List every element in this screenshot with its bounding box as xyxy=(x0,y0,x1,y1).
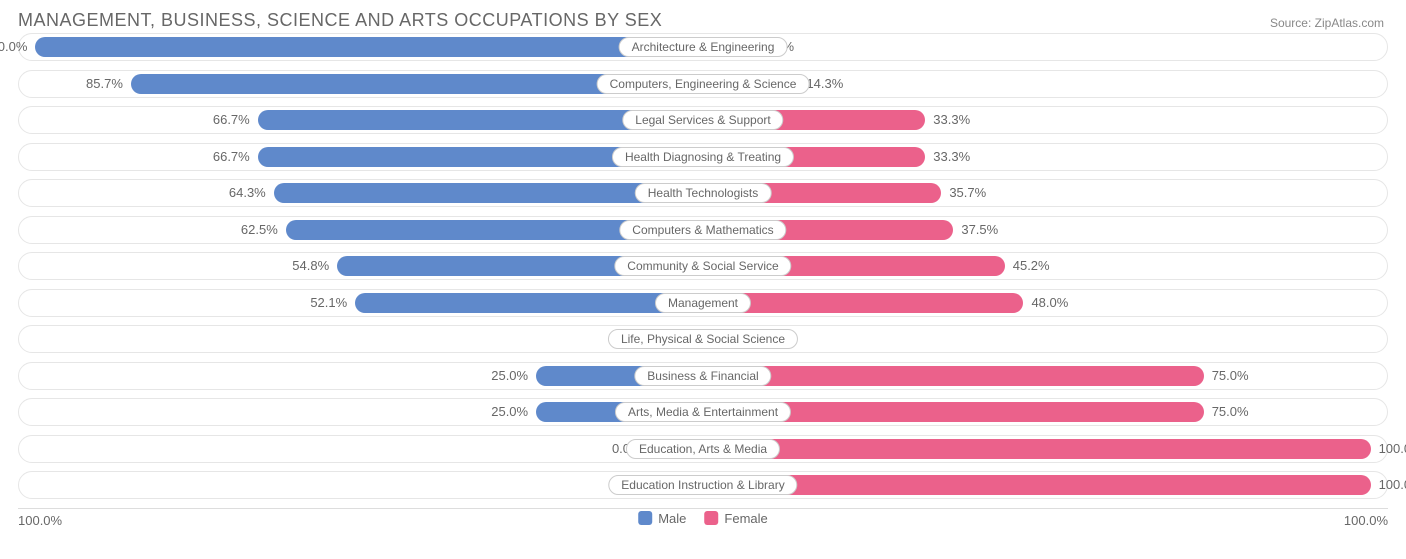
chart-row: 66.7% 33.3% Legal Services & Support xyxy=(18,106,1388,134)
category-pill: Management xyxy=(655,293,751,313)
female-value-label: 100.0% xyxy=(1379,472,1406,500)
category-pill: Community & Social Service xyxy=(614,256,791,276)
chart-row: 62.5% 37.5% Computers & Mathematics xyxy=(18,216,1388,244)
source-label: Source: ZipAtlas.com xyxy=(1270,16,1384,30)
axis-right-label: 100.0% xyxy=(1344,513,1388,528)
chart-row: 52.1% 48.0% Management xyxy=(18,289,1388,317)
category-pill: Business & Financial xyxy=(634,366,771,386)
category-pill: Health Technologists xyxy=(635,183,772,203)
chart-row: 0.0%100.0%Education Instruction & Librar… xyxy=(18,471,1388,499)
female-value-label: 48.0% xyxy=(1031,290,1068,318)
chart-container: MANAGEMENT, BUSINESS, SCIENCE AND ARTS O… xyxy=(0,0,1406,559)
legend-item-female: Female xyxy=(704,511,767,526)
female-value-label: 37.5% xyxy=(961,217,998,245)
female-bar xyxy=(703,293,1023,313)
male-value-label: 25.0% xyxy=(491,363,528,391)
category-pill: Architecture & Engineering xyxy=(619,37,788,57)
category-pill: Life, Physical & Social Science xyxy=(608,329,798,349)
chart-row: 85.7% 14.3%Computers, Engineering & Scien… xyxy=(18,70,1388,98)
chart-row: 54.8% 45.2% Community & Social Service xyxy=(18,252,1388,280)
female-bar xyxy=(703,439,1371,459)
male-value-label: 66.7% xyxy=(213,107,250,135)
female-value-label: 35.7% xyxy=(949,180,986,208)
female-value-label: 33.3% xyxy=(933,144,970,172)
axis-labels: 100.0% 100.0% Male Female xyxy=(18,509,1388,529)
chart-title: MANAGEMENT, BUSINESS, SCIENCE AND ARTS O… xyxy=(18,10,1388,31)
chart-row: 66.7% 33.3% Health Diagnosing & Treating xyxy=(18,143,1388,171)
category-pill: Education, Arts & Media xyxy=(626,439,780,459)
female-value-label: 45.2% xyxy=(1013,253,1050,281)
rows-area: 100.0%0.0%Architecture & Engineering 85.7… xyxy=(18,33,1388,499)
category-pill: Legal Services & Support xyxy=(622,110,783,130)
male-value-label: 85.7% xyxy=(86,71,123,99)
category-pill: Computers, Engineering & Science xyxy=(597,74,810,94)
male-value-label: 66.7% xyxy=(213,144,250,172)
male-value-label: 62.5% xyxy=(241,217,278,245)
legend: Male Female xyxy=(638,511,768,526)
female-value-label: 75.0% xyxy=(1212,363,1249,391)
female-value-label: 14.3% xyxy=(806,71,843,99)
category-pill: Education Instruction & Library xyxy=(608,475,797,495)
category-pill: Arts, Media & Entertainment xyxy=(615,402,791,422)
female-value-label: 33.3% xyxy=(933,107,970,135)
legend-swatch-male xyxy=(638,511,652,525)
male-bar xyxy=(35,37,703,57)
female-value-label: 75.0% xyxy=(1212,399,1249,427)
chart-row: 100.0%0.0%Architecture & Engineering xyxy=(18,33,1388,61)
male-value-label: 25.0% xyxy=(491,399,528,427)
legend-label-male: Male xyxy=(658,511,686,526)
legend-label-female: Female xyxy=(724,511,767,526)
female-value-label: 100.0% xyxy=(1379,436,1406,464)
male-value-label: 54.8% xyxy=(292,253,329,281)
chart-row: 0.0%0.0%Life, Physical & Social Science xyxy=(18,325,1388,353)
chart-row: 25.0% 75.0% Arts, Media & Entertainment xyxy=(18,398,1388,426)
male-bar xyxy=(355,293,703,313)
chart-row: 0.0%100.0%Education, Arts & Media xyxy=(18,435,1388,463)
chart-row: 64.3% 35.7% Health Technologists xyxy=(18,179,1388,207)
category-pill: Health Diagnosing & Treating xyxy=(612,147,794,167)
legend-item-male: Male xyxy=(638,511,686,526)
male-value-label: 52.1% xyxy=(310,290,347,318)
category-pill: Computers & Mathematics xyxy=(619,220,786,240)
female-bar xyxy=(703,475,1371,495)
chart-row: 25.0% 75.0% Business & Financial xyxy=(18,362,1388,390)
female-bar xyxy=(703,366,1204,386)
axis-left-label: 100.0% xyxy=(18,513,62,528)
male-value-label: 100.0% xyxy=(0,34,27,62)
legend-swatch-female xyxy=(704,511,718,525)
male-value-label: 64.3% xyxy=(229,180,266,208)
